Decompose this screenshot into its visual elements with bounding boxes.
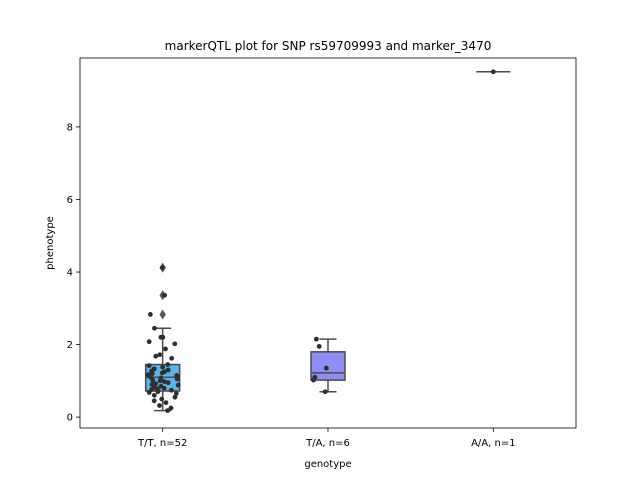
- data-point: [146, 363, 152, 369]
- data-point: [151, 398, 157, 404]
- data-point: [165, 408, 170, 413]
- y-tick-label: 8: [67, 122, 73, 133]
- data-point: [313, 336, 319, 342]
- data-point: [147, 312, 153, 317]
- y-axis-title: phenotype: [45, 216, 56, 270]
- x-tick-label: T/A, n=6: [305, 438, 350, 449]
- axes: 0 2 4 6 8 T/T, n=52 T/A, n=6 A/A, n=1: [67, 122, 516, 449]
- data-point: [172, 341, 178, 347]
- data-point: [168, 387, 174, 393]
- data-point: [162, 292, 168, 298]
- data-point: [159, 265, 165, 271]
- data-point: [159, 396, 165, 402]
- box-group: [310, 338, 346, 393]
- data-point: [150, 377, 156, 383]
- box: [310, 351, 346, 381]
- outlier-point: [159, 309, 166, 320]
- x-axis-title: genotype: [304, 459, 351, 470]
- data-point: [311, 377, 316, 383]
- plot-area: [144, 69, 511, 413]
- data-point: [157, 378, 163, 384]
- data-point: [151, 392, 157, 398]
- data-point: [168, 405, 174, 411]
- data-point: [146, 339, 152, 345]
- data-point: [172, 394, 178, 400]
- data-point: [165, 362, 171, 367]
- chart-title: markerQTL plot for SNP rs59709993 and ma…: [165, 39, 492, 53]
- data-point: [161, 379, 167, 384]
- x-tick-label: A/A, n=1: [471, 438, 516, 449]
- data-point: [173, 391, 179, 396]
- y-tick-label: 0: [67, 413, 73, 424]
- data-point: [322, 389, 328, 395]
- data-point: [160, 334, 166, 340]
- data-point: [163, 400, 169, 406]
- data-point: [146, 390, 152, 395]
- data-point: [490, 69, 496, 75]
- data-point: [174, 376, 180, 382]
- data-point: [157, 403, 162, 408]
- data-point: [165, 367, 171, 373]
- data-point: [155, 389, 161, 395]
- data-point: [160, 364, 166, 370]
- data-point: [324, 365, 329, 371]
- y-tick-label: 4: [67, 268, 73, 279]
- y-tick-label: 2: [67, 340, 73, 351]
- data-point: [161, 385, 167, 391]
- data-point: [153, 353, 159, 359]
- data-point: [163, 346, 168, 352]
- data-point: [152, 325, 157, 331]
- data-point: [149, 371, 155, 376]
- data-point: [169, 355, 175, 361]
- y-tick-label: 6: [67, 195, 73, 206]
- data-point: [159, 370, 165, 376]
- data-point: [165, 380, 171, 386]
- data-point: [316, 343, 322, 349]
- x-tick-label: T/T, n=52: [137, 438, 187, 449]
- data-point: [157, 352, 163, 358]
- data-point: [175, 382, 181, 388]
